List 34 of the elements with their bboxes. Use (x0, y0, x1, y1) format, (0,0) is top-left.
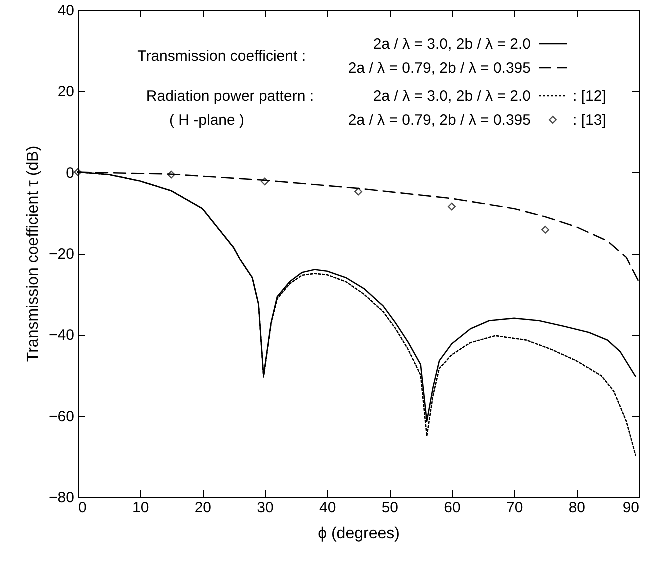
x-tick-label: 10 (132, 500, 150, 516)
y-tick-label: −60 (49, 408, 74, 426)
legend-label: 2a / λ = 3.0, 2b / λ = 2.0 (373, 88, 531, 105)
x-tick-label: 0 (78, 500, 87, 516)
legend-label: 2a / λ = 0.79, 2b / λ = 0.395 (348, 112, 531, 129)
point (261, 178, 269, 186)
y-tick-label: 40 (58, 2, 74, 20)
point (542, 226, 550, 234)
point (354, 188, 362, 196)
legend-label: 2a / λ = 0.79, 2b / λ = 0.395 (348, 60, 531, 77)
y-tick-label: −80 (49, 490, 74, 506)
annotation: Transmission coefficient : (138, 48, 306, 65)
annotation: : [13] (573, 112, 606, 129)
x-tick-label: 70 (506, 500, 524, 516)
y-axis-title: Transmission coefficient τ (dB) (25, 146, 42, 362)
point (168, 170, 176, 179)
y-tick-label: −40 (49, 327, 74, 344)
x-tick-label: 80 (568, 500, 586, 516)
annotation: ( H -plane ) (169, 112, 245, 129)
point (74, 168, 82, 176)
y-tick-label: −20 (49, 246, 74, 263)
x-tick-label: 60 (444, 500, 461, 516)
legend-label: 2a / λ = 3.0, 2b / λ = 2.0 (373, 36, 531, 53)
x-axis-title: ϕ (degrees) (318, 526, 400, 542)
x-tick-label: 50 (382, 500, 399, 516)
x-tick-label: 40 (319, 500, 336, 516)
y-tick-label: 20 (58, 84, 74, 101)
x-tick-label: 30 (257, 500, 274, 516)
x-tick-label: 90 (622, 500, 640, 516)
annotation: : [12] (573, 88, 606, 105)
point (448, 202, 456, 211)
y-tick-label: 0 (66, 164, 74, 182)
annotation: Radiation power pattern : (146, 88, 314, 105)
x-tick-label: 20 (194, 500, 212, 516)
